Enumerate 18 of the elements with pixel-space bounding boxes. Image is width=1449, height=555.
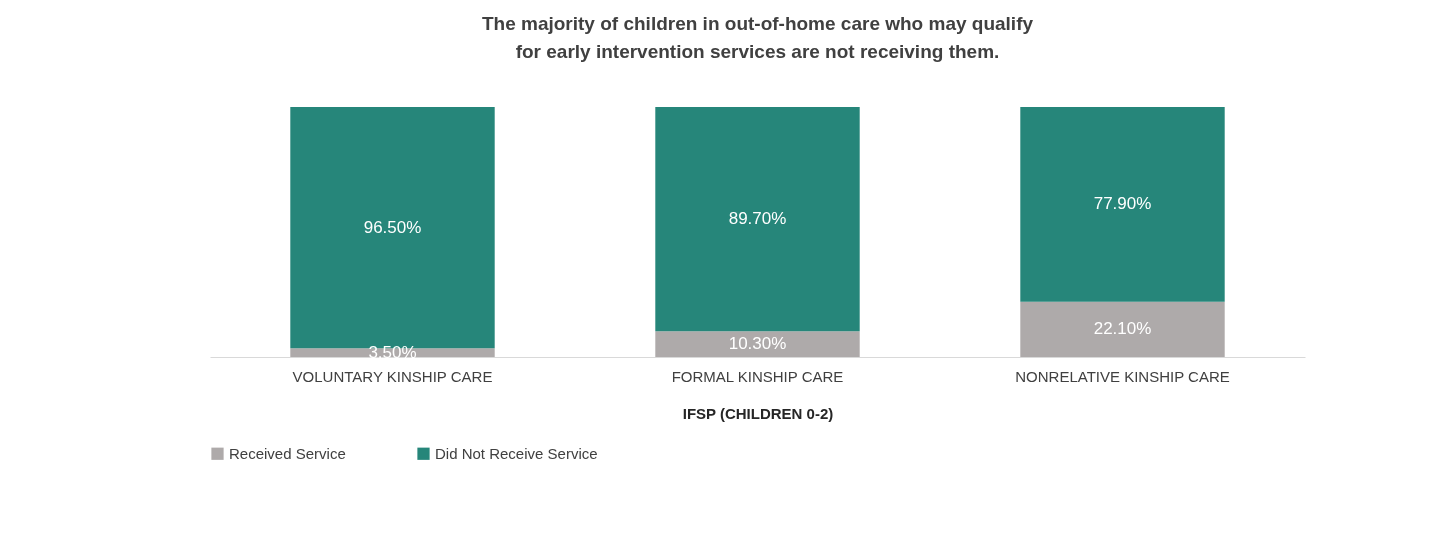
bar: [1020, 107, 1225, 302]
bar: [655, 331, 860, 357]
chart-title: The majority of children in out-of-home care who may qualify for early intervention services are not receiving them.: [481, 13, 1034, 62]
x-axis-title: IFSP (CHILDREN 0-2): [682, 404, 834, 422]
bar: [655, 107, 860, 332]
data-label: 10.30%: [728, 334, 787, 354]
data-label: 89.70%: [728, 209, 787, 229]
legend-label: Received Service: [229, 444, 346, 462]
data-label: 96.50%: [363, 217, 422, 237]
x-tick-label: VOLUNTARY KINSHIP CARE: [292, 367, 493, 385]
legend-label: Did Not Receive Service: [435, 444, 598, 462]
bar: [1020, 301, 1225, 357]
bar: [290, 348, 495, 357]
x-tick-label: NONRELATIVE KINSHIP CARE: [1015, 367, 1230, 385]
data-label: 22.10%: [1093, 319, 1152, 339]
x-tick-label: FORMAL KINSHIP CARE: [671, 367, 844, 385]
data-label: 77.90%: [1093, 194, 1152, 214]
data-label: 3.50%: [368, 342, 417, 362]
